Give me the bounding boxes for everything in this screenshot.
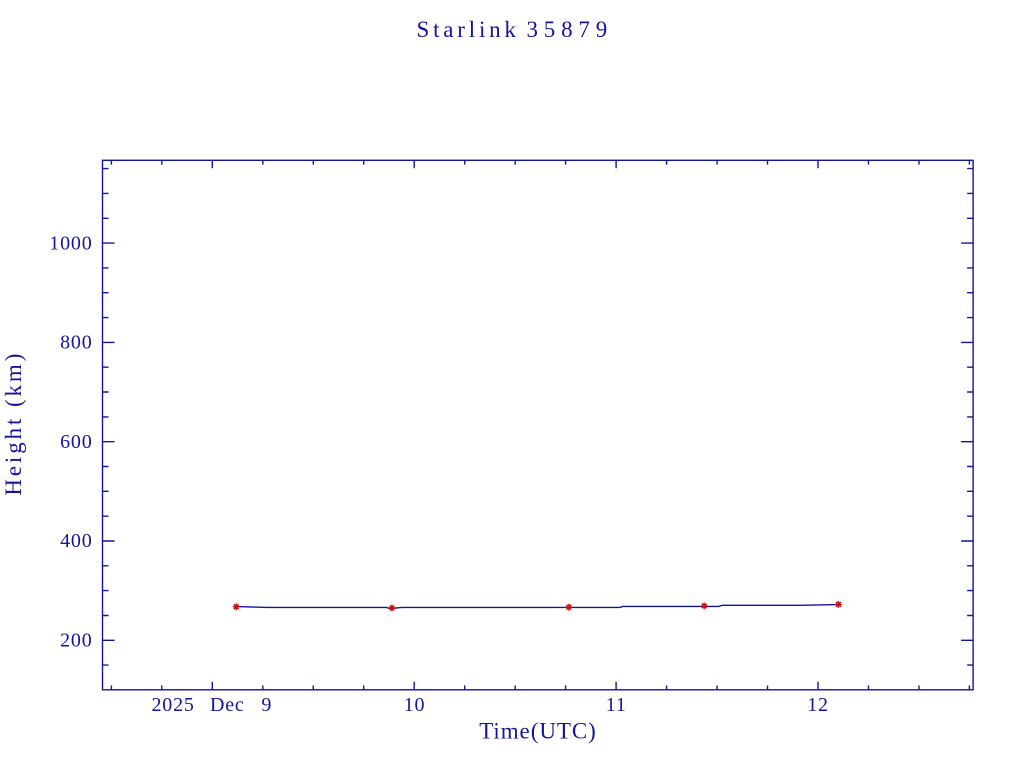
svg-text:600: 600 bbox=[60, 431, 92, 453]
svg-text:2025: 2025 bbox=[152, 694, 195, 716]
svg-text:10: 10 bbox=[404, 694, 426, 716]
svg-text:800: 800 bbox=[60, 332, 92, 354]
svg-text:Height (km): Height (km) bbox=[1, 351, 26, 496]
svg-text:12: 12 bbox=[807, 694, 829, 716]
svg-text:400: 400 bbox=[60, 530, 92, 552]
svg-text:1000: 1000 bbox=[49, 232, 92, 254]
svg-text:9: 9 bbox=[261, 694, 272, 716]
svg-text:Time(UTC): Time(UTC) bbox=[479, 718, 597, 743]
svg-text:Dec: Dec bbox=[210, 694, 245, 716]
svg-text:11: 11 bbox=[606, 694, 627, 716]
svg-text:200: 200 bbox=[60, 630, 92, 652]
svg-text:35879: 35879 bbox=[527, 17, 614, 42]
svg-text:Starlink: Starlink bbox=[417, 17, 520, 42]
